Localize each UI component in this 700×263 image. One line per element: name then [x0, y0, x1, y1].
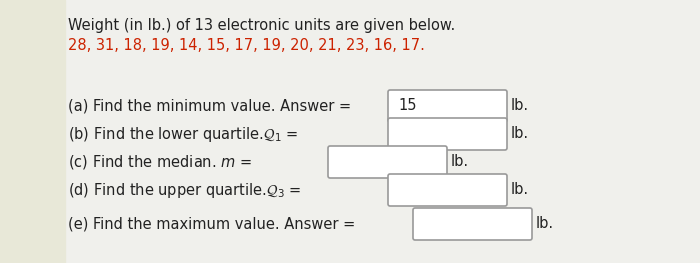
Text: (d) Find the upper quartile.$\mathcal{Q}_3$ =: (d) Find the upper quartile.$\mathcal{Q}…	[68, 180, 302, 200]
FancyBboxPatch shape	[388, 90, 507, 122]
Text: lb.: lb.	[511, 183, 529, 198]
FancyBboxPatch shape	[388, 174, 507, 206]
FancyBboxPatch shape	[413, 208, 532, 240]
Text: 15: 15	[398, 99, 416, 114]
Bar	[0, 0, 65, 263]
FancyBboxPatch shape	[328, 146, 447, 178]
Text: (a) Find the minimum value. Answer =: (a) Find the minimum value. Answer =	[68, 99, 351, 114]
Text: (b) Find the lower quartile.$\mathcal{Q}_1$ =: (b) Find the lower quartile.$\mathcal{Q}…	[68, 124, 299, 144]
Text: lb.: lb.	[511, 127, 529, 141]
Text: lb.: lb.	[451, 154, 469, 169]
Text: lb.: lb.	[511, 99, 529, 114]
Text: (e) Find the maximum value. Answer =: (e) Find the maximum value. Answer =	[68, 216, 355, 231]
Text: (c) Find the median. $m$ =: (c) Find the median. $m$ =	[68, 153, 252, 171]
Text: lb.: lb.	[536, 216, 554, 231]
Text: Weight (in lb.) of 13 electronic units are given below.: Weight (in lb.) of 13 electronic units a…	[68, 18, 455, 33]
Text: 28, 31, 18, 19, 14, 15, 17, 19, 20, 21, 23, 16, 17.: 28, 31, 18, 19, 14, 15, 17, 19, 20, 21, …	[68, 38, 425, 53]
FancyBboxPatch shape	[388, 118, 507, 150]
